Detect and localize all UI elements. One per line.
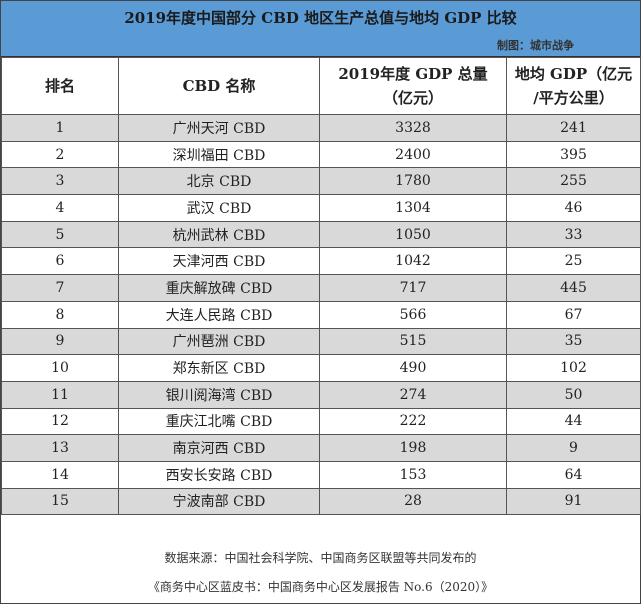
table-row: 10 郑东新区 CBD 490 102 [1,354,641,382]
source-line-1: 数据来源：中国社会科学院、中国商务区联盟等共同发布的 [164,551,477,565]
cell-rank: 3 [1,167,119,196]
cell-gdp: 490 [319,354,507,382]
cell-name: 武汉 CBD [118,194,320,222]
title-bar: 2019年度中国部分 CBD 地区生产总值与地均 GDP 比较 制图：城市战争 [1,1,640,57]
cell-density: 9 [506,434,641,462]
header-rank: 排名 [1,57,119,115]
cell-density: 241 [506,114,641,142]
cell-density: 35 [506,327,641,356]
source-note: 数据来源：中国社会科学院、中国商务区联盟等共同发布的 《商务中心区蓝皮书：中国商… [1,544,640,603]
cell-density: 64 [506,460,641,489]
cell-density: 67 [506,300,641,329]
cell-rank: 2 [1,140,119,169]
cell-name: 重庆江北嘴 CBD [118,407,320,436]
header-density-line1: 地均 GDP（亿元 [514,65,633,83]
cell-name: 杭州武林 CBD [118,220,320,249]
cell-rank: 5 [1,220,119,249]
cell-rank: 13 [1,434,119,462]
cell-density: 50 [506,380,641,409]
table-row: 5 杭州武林 CBD 1050 33 [1,220,641,249]
cell-rank: 11 [1,380,119,409]
cell-density: 44 [506,407,641,436]
cell-gdp: 222 [319,407,507,436]
cell-name: 宁波南部 CBD [118,487,320,516]
cell-rank: 4 [1,194,119,222]
table-row: 7 重庆解放碑 CBD 717 445 [1,274,641,302]
table-row: 4 武汉 CBD 1304 46 [1,194,641,222]
data-table: 排名 CBD 名称 2019年度 GDP 总量 （亿元） 地均 GDP（亿元/平方… [1,57,641,516]
cell-density: 46 [506,194,641,222]
table-row: 14 西安长安路 CBD 153 64 [1,460,641,489]
cell-gdp: 28 [319,487,507,516]
header-gdp-line2: （亿元） [382,89,443,107]
source-line-2: 《商务中心区蓝皮书：中国商务中心区发展报告 No.6（2020）》 [147,580,494,594]
cell-gdp: 515 [319,327,507,356]
table-row: 1 广州天河 CBD 3328 241 [1,114,641,142]
cell-rank: 10 [1,354,119,382]
cell-gdp: 566 [319,300,507,329]
cell-density: 395 [506,140,641,169]
cell-rank: 9 [1,327,119,356]
cell-gdp: 153 [319,460,507,489]
cell-rank: 15 [1,487,119,516]
cell-density: 102 [506,354,641,382]
cell-gdp: 274 [319,380,507,409]
cell-gdp: 717 [319,274,507,302]
table-row: 6 天津河西 CBD 1042 25 [1,247,641,276]
cell-name: 银川阅海湾 CBD [118,380,320,409]
cell-rank: 1 [1,114,119,142]
cell-rank: 7 [1,274,119,302]
table-row: 15 宁波南部 CBD 28 91 [1,487,641,516]
table-row: 2 深圳福田 CBD 2400 395 [1,140,641,169]
cell-gdp: 1042 [319,247,507,276]
cell-density: 91 [506,487,641,516]
cell-rank: 8 [1,300,119,329]
cell-name: 天津河西 CBD [118,247,320,276]
cell-name: 广州天河 CBD [118,114,320,142]
cell-gdp: 3328 [319,114,507,142]
header-row: 排名 CBD 名称 2019年度 GDP 总量 （亿元） 地均 GDP（亿元/平方… [1,57,641,115]
cell-name: 广州琶洲 CBD [118,327,320,356]
cell-gdp: 198 [319,434,507,462]
cell-gdp: 2400 [319,140,507,169]
table-row: 13 南京河西 CBD 198 9 [1,434,641,462]
cell-name: 重庆解放碑 CBD [118,274,320,302]
cell-name: 大连人民路 CBD [118,300,320,329]
cell-rank: 14 [1,460,119,489]
cell-gdp: 1780 [319,167,507,196]
header-name: CBD 名称 [118,57,320,115]
cell-name: 南京河西 CBD [118,434,320,462]
cell-density: 445 [506,274,641,302]
cell-density: 255 [506,167,641,196]
header-density-line2: /平方公里） [533,89,614,107]
cell-name: 北京 CBD [118,167,320,196]
table-row: 11 银川阅海湾 CBD 274 50 [1,380,641,409]
header-gdp-line1: 2019年度 GDP 总量 [338,65,488,83]
table-row: 3 北京 CBD 1780 255 [1,167,641,196]
table-row: 8 大连人民路 CBD 566 67 [1,300,641,329]
cell-density: 33 [506,220,641,249]
cell-name: 郑东新区 CBD [118,354,320,382]
cell-rank: 12 [1,407,119,436]
cell-name: 西安长安路 CBD [118,460,320,489]
cell-gdp: 1304 [319,194,507,222]
header-gdp: 2019年度 GDP 总量 （亿元） [319,57,507,115]
header-density: 地均 GDP（亿元/平方公里） [506,57,641,115]
credit: 制图：城市战争 [497,39,574,52]
cell-density: 25 [506,247,641,276]
cell-rank: 6 [1,247,119,276]
table-title: 2019年度中国部分 CBD 地区生产总值与地均 GDP 比较 [124,9,517,27]
table-row: 12 重庆江北嘴 CBD 222 44 [1,407,641,436]
cell-gdp: 1050 [319,220,507,249]
table-row: 9 广州琶洲 CBD 515 35 [1,327,641,356]
cell-name: 深圳福田 CBD [118,140,320,169]
